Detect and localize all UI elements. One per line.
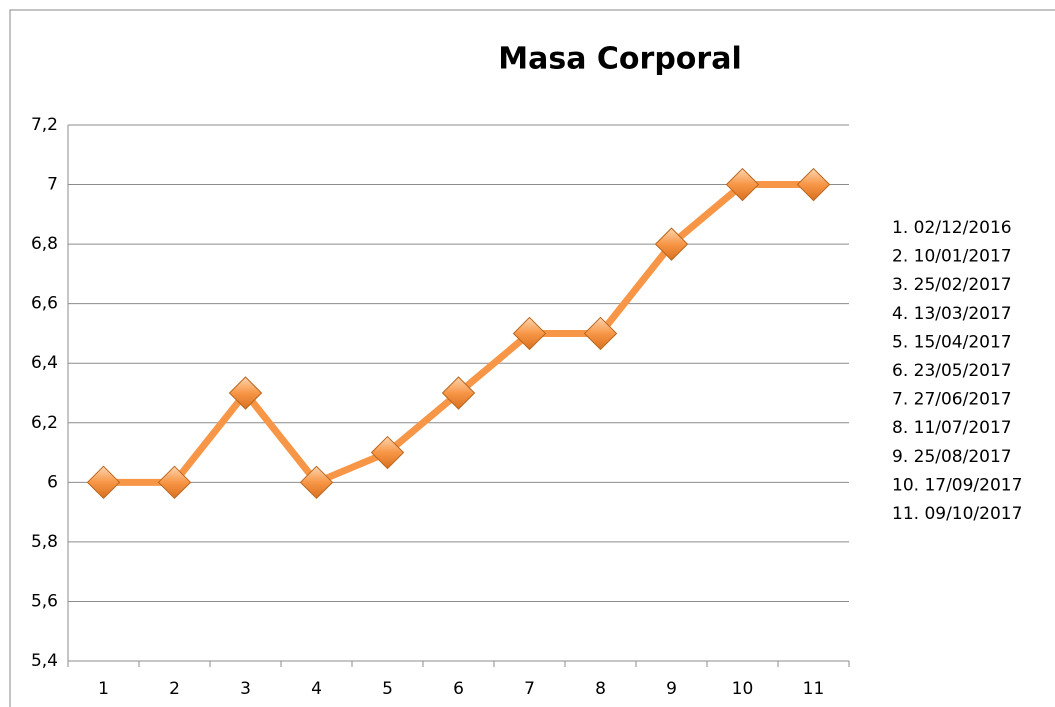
x-tick-label: 6 — [453, 679, 464, 699]
marker — [441, 376, 476, 410]
marker — [654, 227, 689, 261]
y-tick-label: 6,2 — [31, 413, 58, 433]
annotation: 6. 23/05/2017 — [892, 361, 1012, 381]
marker — [583, 316, 618, 351]
x-tick-label: 4 — [311, 679, 322, 699]
x-tick-label: 8 — [595, 679, 606, 699]
annotation: 11. 09/10/2017 — [892, 504, 1022, 524]
annotation: 9. 25/08/2017 — [892, 447, 1012, 467]
annotation: 10. 17/09/2017 — [892, 475, 1022, 495]
chart-frame — [9, 9, 1055, 707]
annotation: 4. 13/03/2017 — [892, 304, 1012, 324]
annotation: 7. 27/06/2017 — [892, 390, 1012, 410]
x-tick-label: 10 — [732, 679, 754, 699]
marker — [228, 376, 263, 410]
x-tick-label: 2 — [169, 679, 180, 699]
y-tick-label: 6 — [47, 472, 58, 492]
annotation: 1. 02/12/2016 — [892, 218, 1012, 238]
x-tick-label: 11 — [803, 679, 825, 699]
y-tick-label: 5,6 — [31, 591, 58, 611]
x-tick-label: 9 — [666, 679, 677, 699]
marker — [796, 167, 831, 202]
y-tick-label: 6,6 — [31, 294, 58, 314]
annotation: 2. 10/01/2017 — [892, 247, 1012, 267]
y-tick-label: 6,4 — [31, 353, 58, 373]
x-tick-label: 1 — [98, 679, 109, 699]
annotation: 5. 15/04/2017 — [892, 332, 1012, 352]
y-tick-label: 5,8 — [31, 532, 58, 552]
marker — [299, 465, 334, 500]
x-tick-label: 7 — [524, 679, 535, 699]
marker — [370, 435, 405, 470]
marker — [157, 465, 192, 500]
annotation: 8. 11/07/2017 — [892, 418, 1012, 438]
annotation: 3. 25/02/2017 — [892, 275, 1012, 295]
x-tick-label: 3 — [240, 679, 251, 699]
x-tick-label: 5 — [382, 679, 393, 699]
y-tick-label: 6,8 — [31, 234, 58, 254]
y-tick-label: 7,2 — [31, 115, 58, 135]
chart-title: Masa Corporal — [498, 42, 741, 77]
marker — [86, 465, 121, 500]
y-tick-label: 7 — [47, 175, 58, 195]
marker — [512, 316, 547, 351]
y-tick-label: 5,4 — [31, 651, 58, 671]
marker — [725, 167, 760, 202]
